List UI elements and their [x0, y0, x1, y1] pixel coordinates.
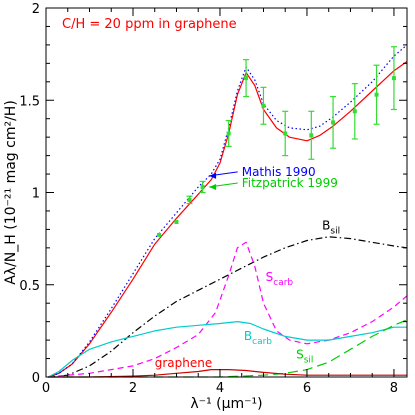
x-axis-label: λ⁻¹ (μm⁻¹): [190, 396, 262, 412]
data-point: [200, 184, 205, 189]
series-b-sil: [48, 236, 408, 378]
ticks-layer: 0 2 4 6 8 0 0.5 1 1.5 2: [19, 2, 407, 396]
data-point: [261, 103, 266, 108]
data-point: [391, 76, 396, 81]
data-point: [309, 133, 314, 138]
annotation-label: Ssil: [296, 348, 313, 366]
y-tick-label: 1: [32, 187, 40, 202]
x-tick-label: 4: [216, 381, 224, 396]
annotation-label: Scarb: [266, 270, 294, 288]
plot-frame: [45, 7, 408, 378]
series-graphene: [48, 369, 407, 378]
series-model-total: [48, 61, 408, 378]
annotation-label: Mathis 1990: [242, 165, 316, 179]
y-tick-label: 2: [32, 2, 40, 17]
annotation-label: Bsil: [322, 218, 340, 236]
curves-layer: [47, 44, 408, 378]
data-points-layer: [157, 46, 397, 237]
data-point: [331, 120, 336, 125]
series-b-carb: [47, 321, 407, 378]
y-axis-label: Aλ/N_H (10⁻²¹ mag cm²/H): [3, 100, 19, 285]
data-point: [187, 197, 192, 202]
data-point: [244, 76, 249, 81]
x-tick-label: 0: [42, 381, 50, 396]
series-s-sil: [48, 319, 408, 378]
x-tick-label: 6: [303, 381, 311, 396]
arrow-head: [209, 172, 217, 179]
data-point: [352, 109, 357, 114]
data-point: [174, 220, 179, 225]
data-point: [283, 131, 288, 136]
data-point: [374, 92, 379, 97]
y-tick-label: 0.5: [19, 279, 40, 294]
annotation-label: graphene: [155, 356, 213, 370]
annotation-label: Fitzpatrick 1999: [242, 176, 338, 190]
data-point: [157, 232, 162, 237]
series-mathis-1990: [48, 44, 408, 378]
series-s-carb: [48, 241, 408, 378]
y-tick-label: 1.5: [19, 94, 40, 109]
y-tick-label: 0: [32, 371, 40, 386]
x-tick-label: 2: [129, 381, 137, 396]
chart-title: C/H = 20 ppm in graphene: [62, 17, 237, 32]
x-tick-label: 8: [390, 381, 398, 396]
annotation-label: Bcarb: [244, 329, 272, 347]
data-point: [226, 131, 231, 136]
arrow-head: [209, 183, 217, 190]
